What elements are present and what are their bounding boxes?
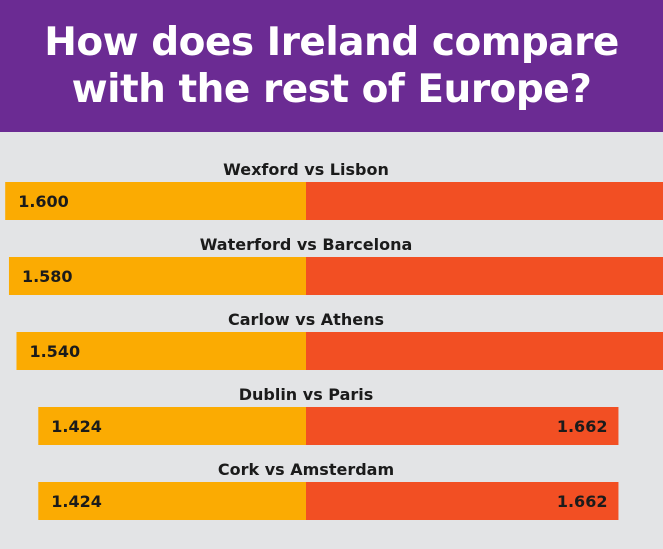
pair-label: Cork vs Amsterdam (218, 460, 394, 479)
ireland-value-label: 1.600 (18, 192, 69, 211)
ireland-value-label: 1.424 (51, 492, 102, 511)
europe-bar (306, 257, 663, 295)
ireland-value-label: 1.424 (51, 417, 102, 436)
europe-bar (306, 332, 663, 370)
pair-label: Dublin vs Paris (239, 385, 374, 404)
ireland-bar (16, 332, 306, 370)
ireland-bar (38, 407, 307, 445)
europe-bar (306, 182, 663, 220)
chart-title: How does Ireland compare with the rest o… (44, 20, 619, 112)
ireland-bar (38, 482, 307, 520)
ireland-value-label: 1.540 (29, 342, 80, 361)
ireland-value-label: 1.580 (22, 267, 73, 286)
ireland-bar (5, 182, 306, 220)
europe-bar (306, 407, 619, 445)
europe-bar (306, 482, 619, 520)
ireland-bar (8, 257, 307, 295)
europe-value-label: 1.662 (557, 417, 608, 436)
europe-value-label: 1.662 (557, 492, 608, 511)
header-banner: How does Ireland compare with the rest o… (0, 0, 663, 132)
pair-label: Wexford vs Lisbon (223, 160, 389, 179)
pair-label: Waterford vs Barcelona (200, 235, 413, 254)
pair-label: Carlow vs Athens (228, 310, 384, 329)
